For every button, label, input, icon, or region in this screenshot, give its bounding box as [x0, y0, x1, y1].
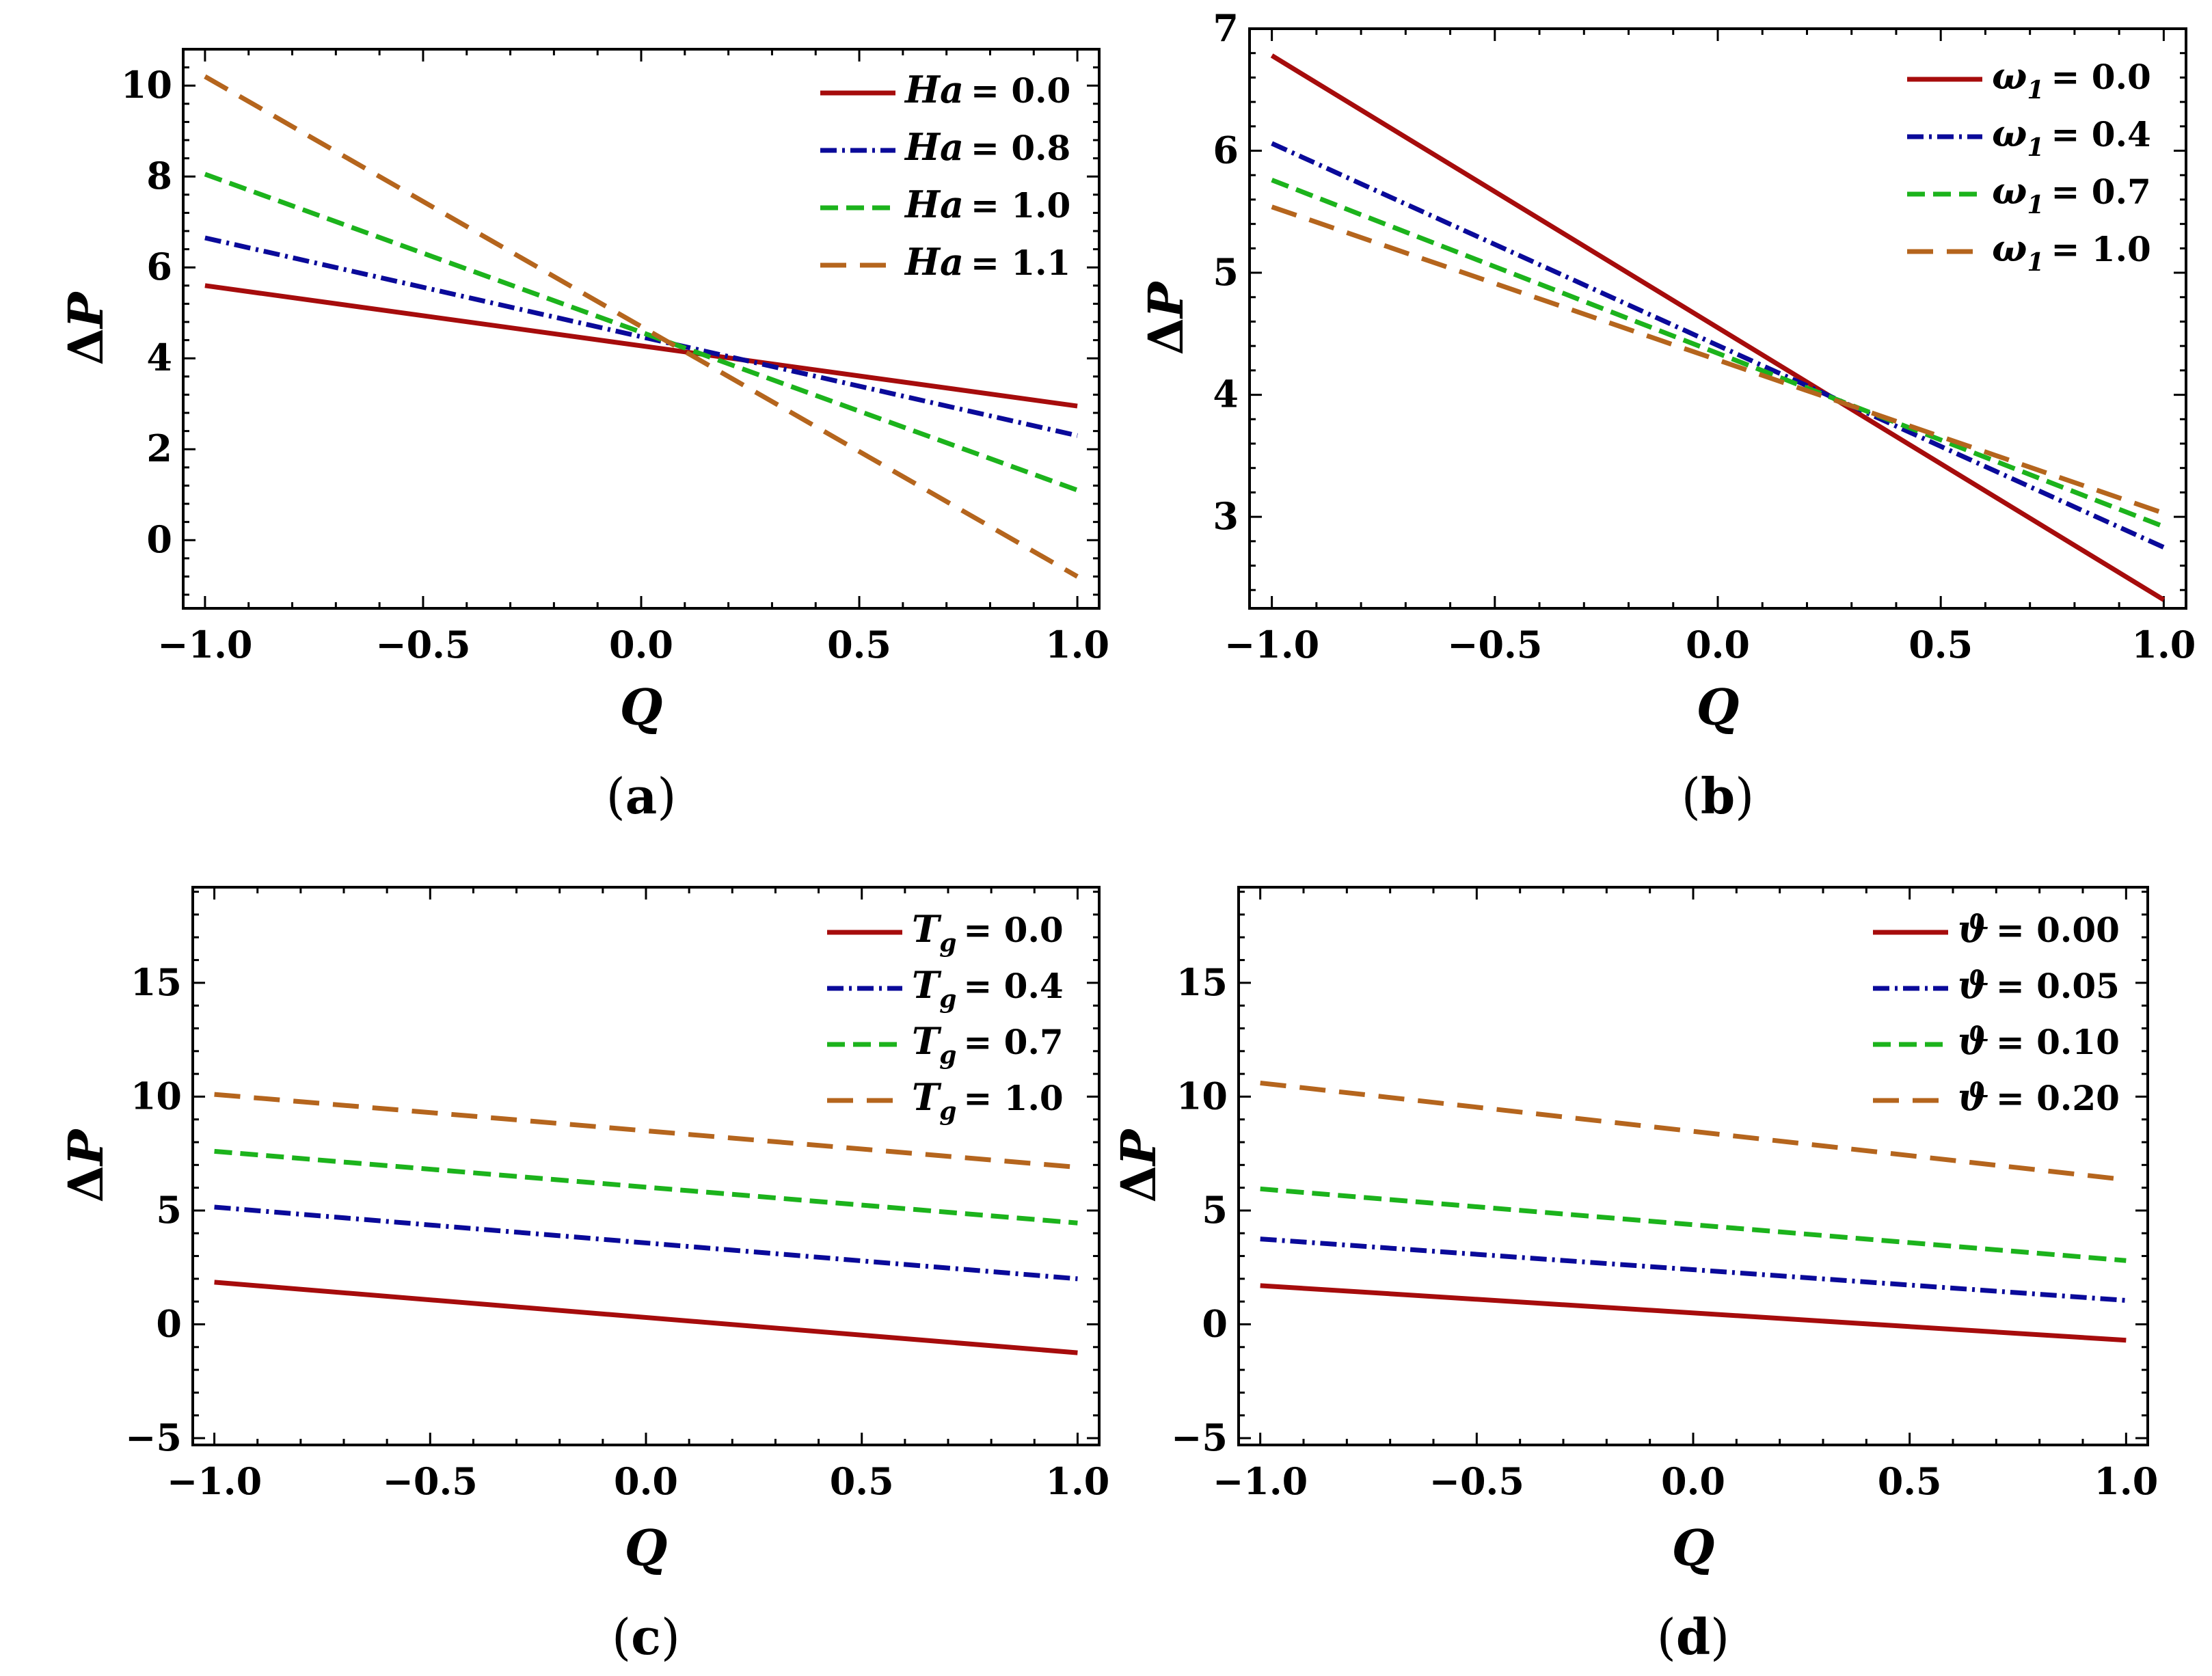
y-tick-label: 6 — [146, 245, 172, 288]
legend-entry: Tg = 0.7 — [912, 1019, 1064, 1070]
legend-entry: Ha = 1.0 — [904, 183, 1070, 226]
y-tick-label: 5 — [156, 1188, 182, 1232]
x-tick-label: −0.5 — [375, 623, 470, 666]
y-axis-title: ΔP — [1137, 280, 1194, 355]
y-tick-label: 10 — [121, 63, 172, 107]
series-line — [1271, 141, 2165, 550]
x-tick-label: 0.5 — [1878, 1459, 1942, 1503]
series-line — [214, 1280, 1078, 1355]
y-tick-label: 10 — [1176, 1074, 1228, 1118]
y-tick-label: 8 — [146, 154, 172, 198]
series-line — [214, 1092, 1078, 1170]
legend-entry: Tg = 0.0 — [912, 907, 1064, 958]
x-tick-label: 0.5 — [827, 623, 891, 666]
series-line — [1270, 53, 2166, 602]
series-line — [1271, 178, 2165, 529]
x-tick-label: 1.0 — [1045, 623, 1109, 666]
y-tick-label: 6 — [1213, 129, 1239, 172]
series-line — [1260, 1186, 2127, 1263]
y-tick-label: 0 — [146, 517, 172, 561]
x-tick-label: 0.0 — [1661, 1459, 1725, 1503]
series-line — [1260, 1080, 2127, 1182]
legend-entry: ϑ = 0.10 — [1958, 1019, 2120, 1063]
panel-1: −1.0 −0.5 0.0 0.5 1.0 0 2 4 6 8 10 Q ΔP (a) Ha = 0.0 Ha =… — [57, 48, 1109, 825]
y-tick-label: 2 — [146, 427, 172, 470]
y-tick-label: 5 — [1213, 250, 1239, 294]
series-line — [1260, 1283, 2127, 1343]
y-tick-label: −5 — [1171, 1416, 1228, 1459]
x-tick-label: −0.5 — [1429, 1459, 1524, 1503]
legend-entry: ω1 = 0.7 — [1992, 169, 2151, 219]
legend-entry: ω1 = 1.0 — [1992, 226, 2151, 277]
panel-2: −1.0 −0.5 0.0 0.5 1.0 3 4 5 6 7 Q ΔP (b) ω1 = 0.0 ω1 = 0… — [1137, 6, 2196, 825]
x-tick-label: −0.5 — [383, 1459, 478, 1503]
y-tick-label: 0 — [1202, 1301, 1228, 1345]
x-tick-label: −1.0 — [1213, 1459, 1308, 1503]
y-tick-label: 4 — [146, 336, 172, 379]
x-tick-label: −1.0 — [167, 1459, 262, 1503]
panel-caption: (c) — [612, 1608, 680, 1666]
series-line — [1260, 1236, 2127, 1303]
panel-caption: (d) — [1657, 1608, 1730, 1666]
x-axis-title: Q — [625, 1519, 668, 1577]
y-tick-label: 15 — [1176, 960, 1228, 1004]
x-tick-label: −1.0 — [1224, 623, 1319, 666]
y-axis-title: ΔP — [1110, 1128, 1167, 1202]
y-axis-title: ΔP — [57, 290, 114, 365]
x-tick-label: 0.5 — [830, 1459, 894, 1503]
x-axis-title: Q — [620, 678, 663, 736]
x-tick-label: 0.0 — [1686, 623, 1750, 666]
y-tick-label: 15 — [131, 960, 182, 1004]
series-line — [204, 283, 1078, 409]
y-tick-label: 3 — [1213, 494, 1239, 538]
legend-entry: ω1 = 0.4 — [1992, 111, 2151, 162]
x-tick-label: 0.0 — [614, 1459, 678, 1503]
legend-entry: ϑ = 0.00 — [1958, 907, 2120, 951]
series-line — [204, 235, 1078, 438]
plot-frame — [1248, 27, 2187, 610]
y-tick-label: −5 — [125, 1416, 182, 1459]
series-line — [214, 1148, 1078, 1226]
legend-entry: Ha = 0.0 — [904, 68, 1070, 111]
y-tick-label: 0 — [156, 1301, 182, 1345]
y-tick-label: 4 — [1213, 373, 1239, 416]
legend-entry: Tg = 0.4 — [912, 963, 1064, 1014]
x-tick-label: 1.0 — [1045, 1459, 1109, 1503]
panel-caption: (a) — [606, 767, 677, 825]
legend-entry: Ha = 1.1 — [904, 240, 1070, 284]
series-line — [214, 1204, 1078, 1282]
legend-entry: ϑ = 0.20 — [1958, 1075, 2120, 1119]
x-axis-title: Q — [1672, 1519, 1715, 1577]
x-axis-title: Q — [1697, 678, 1740, 736]
x-tick-label: 0.5 — [1908, 623, 1973, 666]
y-axis-title: ΔP — [57, 1128, 114, 1202]
legend-entry: Ha = 0.8 — [904, 125, 1070, 169]
y-tick-label: 10 — [131, 1074, 182, 1118]
panel-4: −1.0 −0.5 0.0 0.5 1.0 −5 0 5 10 15 Q ΔP (d) ϑ = 0.00 ϑ =… — [1110, 886, 2158, 1666]
y-tick-label: 5 — [1202, 1188, 1228, 1232]
y-tick-label: 7 — [1213, 6, 1239, 50]
x-tick-label: 1.0 — [2094, 1459, 2158, 1503]
panel-caption: (b) — [1682, 767, 1755, 825]
legend-entry: ω1 = 0.0 — [1992, 54, 2151, 105]
legend-entry: ϑ = 0.05 — [1958, 963, 2120, 1007]
x-tick-label: −1.0 — [157, 623, 252, 666]
x-tick-label: 0.0 — [609, 623, 673, 666]
series-line — [204, 74, 1079, 579]
legend-entry: Tg = 1.0 — [912, 1075, 1064, 1126]
x-tick-label: 1.0 — [2131, 623, 2196, 666]
x-tick-label: −0.5 — [1447, 623, 1542, 666]
